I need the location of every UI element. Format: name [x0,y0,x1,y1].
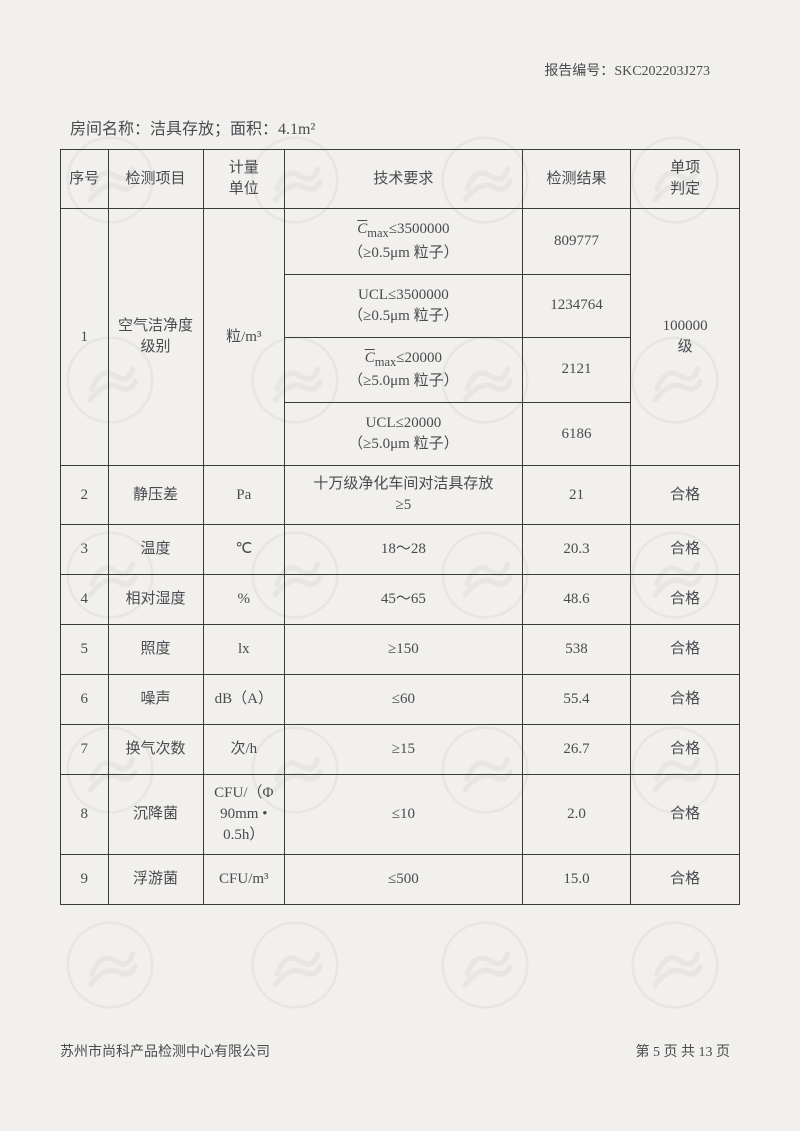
header-result: 检测结果 [522,150,631,209]
cell-result: 538 [522,625,631,675]
page-footer: 苏州市尚科产品检测中心有限公司 第 5 页 共 13 页 [60,1041,730,1061]
cell-judge: 合格 [631,575,740,625]
cell-req: ≤10 [285,775,523,855]
cell-unit: 次/h [203,725,284,775]
cell-result: 55.4 [522,675,631,725]
cell-item: 噪声 [108,675,203,725]
cell-seq: 1 [61,209,109,466]
cell-unit: lx [203,625,284,675]
cell-unit: 粒/m³ [203,209,284,466]
header-judge: 单项判定 [631,150,740,209]
cell-unit: ℃ [203,525,284,575]
table-row: 3温度℃18～2820.3合格 [61,525,740,575]
table-row: 9浮游菌CFU/m³≤50015.0合格 [61,855,740,905]
cell-seq: 9 [61,855,109,905]
table-row: 1空气洁净度级别粒/m³Cmax≤3500000（≥0.5μm 粒子）80977… [61,209,740,275]
cell-result: 6186 [522,403,631,466]
header-item: 检测项目 [108,150,203,209]
cell-judge: 合格 [631,775,740,855]
cell-judge: 100000级 [631,209,740,466]
cell-seq: 3 [61,525,109,575]
cell-result: 1234764 [522,274,631,337]
cell-seq: 6 [61,675,109,725]
cell-judge: 合格 [631,725,740,775]
footer-company: 苏州市尚科产品检测中心有限公司 [60,1041,270,1061]
area-value: 4.1m² [278,121,315,138]
watermark-icon [250,920,340,1010]
header-req: 技术要求 [285,150,523,209]
cell-result: 20.3 [522,525,631,575]
table-row: 5照度lx≥150538合格 [61,625,740,675]
watermark-icon [630,920,720,1010]
table-header-row: 序号 检测项目 计量单位 技术要求 检测结果 单项判定 [61,150,740,209]
footer-page: 第 5 页 共 13 页 [636,1041,731,1061]
cell-req: 18～28 [285,525,523,575]
cell-req: UCL≤20000（≥5.0μm 粒子） [285,403,523,466]
cell-judge: 合格 [631,466,740,525]
test-results-table: 序号 检测项目 计量单位 技术要求 检测结果 单项判定 1空气洁净度级别粒/m³… [60,149,740,905]
table-row: 2静压差Pa十万级净化车间对洁具存放≥521合格 [61,466,740,525]
cell-unit: Pa [203,466,284,525]
cell-unit: CFU/m³ [203,855,284,905]
cell-unit: dB（A） [203,675,284,725]
cell-seq: 4 [61,575,109,625]
cell-result: 48.6 [522,575,631,625]
cell-result: 15.0 [522,855,631,905]
cell-item: 换气次数 [108,725,203,775]
cell-judge: 合格 [631,625,740,675]
cell-result: 809777 [522,209,631,275]
room-title: 房间名称：洁具存放；面积：4.1m² [70,115,740,139]
watermark-icon [440,920,530,1010]
cell-seq: 8 [61,775,109,855]
cell-seq: 5 [61,625,109,675]
report-number-label: 报告编号： [544,64,614,79]
cell-judge: 合格 [631,525,740,575]
cell-result: 26.7 [522,725,631,775]
report-number-value: SKC202203J273 [614,64,710,79]
header-seq: 序号 [61,150,109,209]
cell-judge: 合格 [631,675,740,725]
table-row: 8沉降菌CFU/（Φ90mm •0.5h）≤102.0合格 [61,775,740,855]
cell-result: 2.0 [522,775,631,855]
cell-req: 十万级净化车间对洁具存放≥5 [285,466,523,525]
cell-seq: 7 [61,725,109,775]
cell-req: ≥150 [285,625,523,675]
cell-item: 温度 [108,525,203,575]
cell-req: ≤500 [285,855,523,905]
header-unit: 计量单位 [203,150,284,209]
cell-item: 沉降菌 [108,775,203,855]
cell-req: ≤60 [285,675,523,725]
report-number: 报告编号：SKC202203J273 [60,60,740,80]
cell-req: Cmax≤3500000（≥0.5μm 粒子） [285,209,523,275]
cell-item: 浮游菌 [108,855,203,905]
cell-result: 2121 [522,337,631,403]
watermark-icon [65,920,155,1010]
cell-item: 照度 [108,625,203,675]
cell-req: 45～65 [285,575,523,625]
room-name: 洁具存放； [150,121,230,138]
cell-unit: % [203,575,284,625]
cell-req: Cmax≤20000（≥5.0μm 粒子） [285,337,523,403]
cell-judge: 合格 [631,855,740,905]
table-row: 6噪声dB（A）≤6055.4合格 [61,675,740,725]
cell-item: 空气洁净度级别 [108,209,203,466]
cell-seq: 2 [61,466,109,525]
cell-unit: CFU/（Φ90mm •0.5h） [203,775,284,855]
table-row: 4相对湿度%45～6548.6合格 [61,575,740,625]
table-row: 7换气次数次/h≥1526.7合格 [61,725,740,775]
cell-req: ≥15 [285,725,523,775]
cell-item: 相对湿度 [108,575,203,625]
cell-req: UCL≤3500000（≥0.5μm 粒子） [285,274,523,337]
cell-item: 静压差 [108,466,203,525]
room-label: 房间名称： [70,121,150,138]
area-label: 面积： [230,121,278,138]
cell-result: 21 [522,466,631,525]
